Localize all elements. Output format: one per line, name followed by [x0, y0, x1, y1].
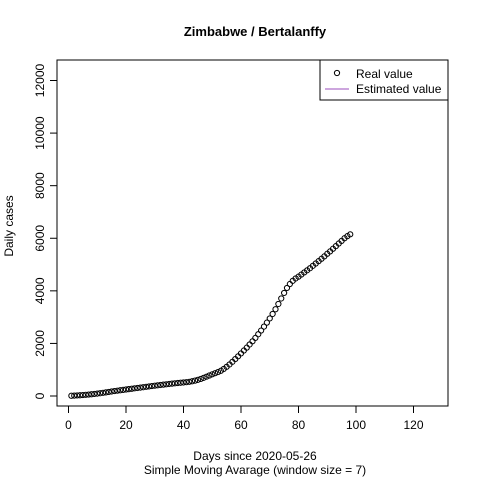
data-point	[91, 390, 98, 398]
data-point	[275, 300, 282, 308]
y-tick-label: 2000	[33, 330, 47, 357]
data-point	[148, 382, 155, 390]
data-point	[154, 382, 161, 389]
data-point	[151, 382, 158, 389]
data-point	[160, 381, 167, 388]
legend-real-value-label: Real value	[356, 67, 413, 81]
data-point	[183, 379, 190, 386]
data-point	[272, 306, 279, 313]
y-tick-label: 6000	[33, 225, 47, 252]
data-point	[85, 391, 92, 398]
x-tick-label: 60	[234, 418, 248, 432]
x-tick-label: 120	[403, 418, 423, 432]
data-point	[260, 323, 268, 330]
data-point	[269, 310, 276, 318]
data-point	[180, 379, 187, 386]
data-point	[281, 289, 288, 297]
data-point	[209, 371, 216, 378]
legend-box	[319, 59, 449, 101]
data-point	[145, 383, 153, 390]
legend: Real value Estimated value	[319, 59, 449, 101]
data-point	[125, 386, 132, 393]
data-point	[174, 379, 181, 387]
data-point	[114, 387, 121, 394]
data-point	[186, 378, 193, 385]
data-point	[71, 392, 78, 399]
data-point	[143, 383, 150, 390]
y-tick-label: 10000	[33, 116, 47, 150]
data-point	[249, 338, 256, 345]
y-tick-label: 8000	[33, 172, 47, 199]
data-point	[258, 327, 265, 334]
x-tick-label: 20	[119, 418, 133, 432]
data-point	[171, 380, 178, 387]
data-point	[117, 387, 124, 394]
data-point	[157, 381, 164, 389]
x-axis-label: Days since 2020-05-26	[193, 449, 317, 463]
data-point	[88, 391, 95, 398]
x-axis: 0 20 40 60 80 100 120	[65, 405, 424, 432]
data-point	[168, 380, 176, 387]
data-point	[76, 392, 84, 399]
data-point	[137, 384, 144, 391]
data-point	[206, 372, 213, 379]
data-point	[122, 386, 130, 393]
data-point	[214, 368, 222, 376]
legend-estimated-value-label: Estimated value	[356, 82, 442, 96]
data-point	[177, 379, 184, 386]
x-axis-sublabel: Simple Moving Avarage (window size = 7)	[144, 463, 366, 477]
y-tick-label: 4000	[33, 277, 47, 304]
data-point	[191, 377, 199, 384]
data-point	[266, 315, 273, 322]
data-point	[68, 392, 75, 399]
y-axis-label: Daily cases	[2, 195, 16, 256]
chart-title: Zimbabwe / Bertalanffy	[184, 24, 327, 39]
x-tick-label: 0	[65, 418, 72, 432]
data-point	[194, 376, 201, 383]
data-point	[97, 390, 104, 397]
x-tick-label: 40	[177, 418, 191, 432]
y-tick-label: 0	[33, 392, 47, 399]
data-point	[82, 391, 89, 398]
data-point	[246, 341, 253, 348]
x-tick-label: 80	[292, 418, 306, 432]
x-tick-label: 100	[346, 418, 366, 432]
data-point	[74, 392, 81, 399]
data-point	[128, 385, 135, 392]
data-points	[68, 231, 354, 399]
data-point	[166, 380, 173, 388]
data-point	[283, 284, 291, 292]
data-point	[189, 378, 196, 385]
data-point	[134, 384, 141, 392]
data-point	[263, 319, 270, 326]
y-axis: 0 2000 4000 6000 8000 10000 12000	[33, 63, 58, 399]
data-point	[163, 381, 170, 388]
data-point	[278, 295, 285, 302]
data-point	[79, 391, 86, 399]
data-point	[94, 390, 101, 397]
data-point	[108, 388, 115, 395]
data-point	[140, 384, 147, 391]
data-point	[131, 385, 138, 392]
data-point	[111, 387, 118, 395]
data-point	[120, 386, 127, 394]
data-point	[200, 374, 207, 381]
data-point	[347, 231, 354, 238]
data-point	[212, 370, 219, 377]
data-point	[197, 375, 204, 383]
data-point	[203, 373, 210, 380]
data-point	[102, 389, 109, 396]
y-tick-label: 12000	[33, 63, 47, 97]
data-point	[286, 280, 293, 288]
data-point	[105, 388, 112, 396]
data-point	[99, 389, 107, 396]
legend-real-value-marker	[333, 69, 341, 77]
plot-frame	[56, 59, 449, 407]
